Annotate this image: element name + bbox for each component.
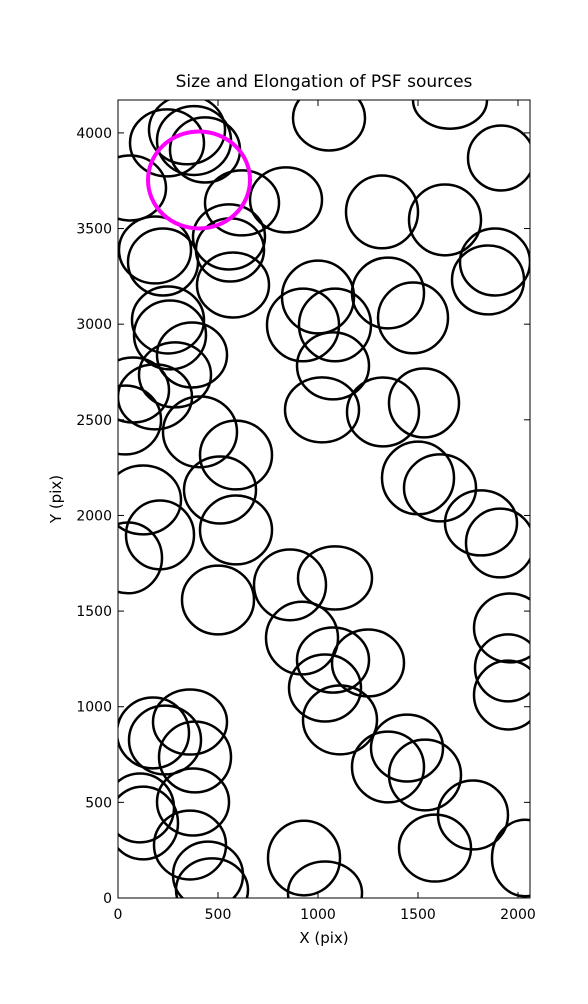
psf-source bbox=[490, 818, 530, 898]
psf-source bbox=[345, 376, 421, 448]
psf-source bbox=[407, 183, 483, 257]
psf-source bbox=[280, 259, 356, 335]
x-tick-label: 2000 bbox=[500, 907, 536, 923]
y-tick-label: 4000 bbox=[76, 126, 112, 142]
psf-source bbox=[297, 287, 373, 363]
psf-source bbox=[376, 281, 450, 355]
x-tick-label: 1000 bbox=[300, 907, 336, 923]
psf-source bbox=[411, 100, 489, 130]
psf-source bbox=[174, 857, 250, 898]
psf-source bbox=[295, 626, 371, 694]
psf-source bbox=[118, 384, 163, 456]
y-tick-label: 1500 bbox=[76, 604, 112, 620]
x-tick-label: 0 bbox=[114, 907, 123, 923]
psf-source bbox=[147, 100, 227, 166]
psf-source bbox=[248, 166, 324, 234]
psf-source bbox=[472, 592, 530, 664]
psf-source bbox=[180, 564, 256, 636]
chart-title: Size and Elongation of PSF sources bbox=[176, 72, 473, 92]
psf-source bbox=[283, 376, 361, 444]
psf-source bbox=[151, 688, 229, 756]
psf-source bbox=[369, 713, 445, 783]
psf-source bbox=[126, 227, 200, 297]
psf-source bbox=[466, 124, 530, 192]
psf-source bbox=[350, 730, 426, 804]
psf-source bbox=[132, 299, 208, 371]
y-tick-label: 3500 bbox=[76, 222, 112, 238]
y-tick-label: 2500 bbox=[76, 413, 112, 429]
psf-source bbox=[118, 154, 168, 222]
psf-source bbox=[296, 545, 374, 611]
psf-source bbox=[387, 738, 463, 812]
psf-source bbox=[443, 489, 519, 557]
psf-source bbox=[472, 659, 530, 731]
psf-source bbox=[458, 227, 530, 297]
x-tick-label: 500 bbox=[205, 907, 232, 923]
psf-source bbox=[155, 321, 229, 389]
psf-source bbox=[128, 108, 206, 178]
psf-source bbox=[387, 367, 461, 439]
psf-source bbox=[118, 696, 191, 770]
psf-source bbox=[266, 819, 342, 897]
y-tick-label: 2000 bbox=[76, 508, 112, 524]
psf-source bbox=[473, 633, 530, 703]
psf-source bbox=[182, 455, 258, 525]
psf-source bbox=[155, 767, 231, 837]
psf-source bbox=[295, 331, 371, 401]
psf-source bbox=[301, 684, 379, 756]
axes-frame bbox=[117, 99, 531, 899]
y-axis-label: Y (pix) bbox=[47, 475, 65, 524]
plot-area bbox=[118, 100, 530, 898]
psf-source bbox=[287, 653, 363, 723]
psf-source bbox=[195, 251, 271, 319]
psf-source bbox=[291, 100, 367, 152]
psf-source bbox=[118, 521, 164, 595]
psf-source bbox=[402, 453, 478, 523]
psf-source bbox=[344, 174, 420, 250]
psf-source bbox=[118, 215, 193, 285]
psf-source bbox=[265, 287, 341, 363]
psf-source bbox=[203, 169, 281, 237]
highlighted-source bbox=[146, 129, 252, 231]
psf-source bbox=[118, 464, 183, 536]
psf-source bbox=[252, 548, 328, 622]
y-tick-label: 3000 bbox=[76, 317, 112, 333]
psf-source bbox=[464, 507, 530, 579]
psf-source bbox=[157, 720, 233, 794]
psf-source bbox=[130, 285, 206, 355]
psf-source bbox=[161, 395, 239, 469]
psf-source bbox=[118, 785, 180, 861]
psf-source bbox=[191, 203, 267, 271]
y-tick-label: 0 bbox=[103, 891, 112, 907]
y-tick-label: 1000 bbox=[76, 700, 112, 716]
psf-source bbox=[198, 494, 274, 566]
psf-source bbox=[286, 860, 364, 898]
x-tick-label: 1500 bbox=[400, 907, 436, 923]
psf-source bbox=[198, 419, 274, 491]
psf-source bbox=[450, 244, 526, 316]
psf-source bbox=[397, 813, 473, 883]
x-axis-label: X (pix) bbox=[299, 929, 348, 947]
y-tick-label: 500 bbox=[85, 795, 112, 811]
